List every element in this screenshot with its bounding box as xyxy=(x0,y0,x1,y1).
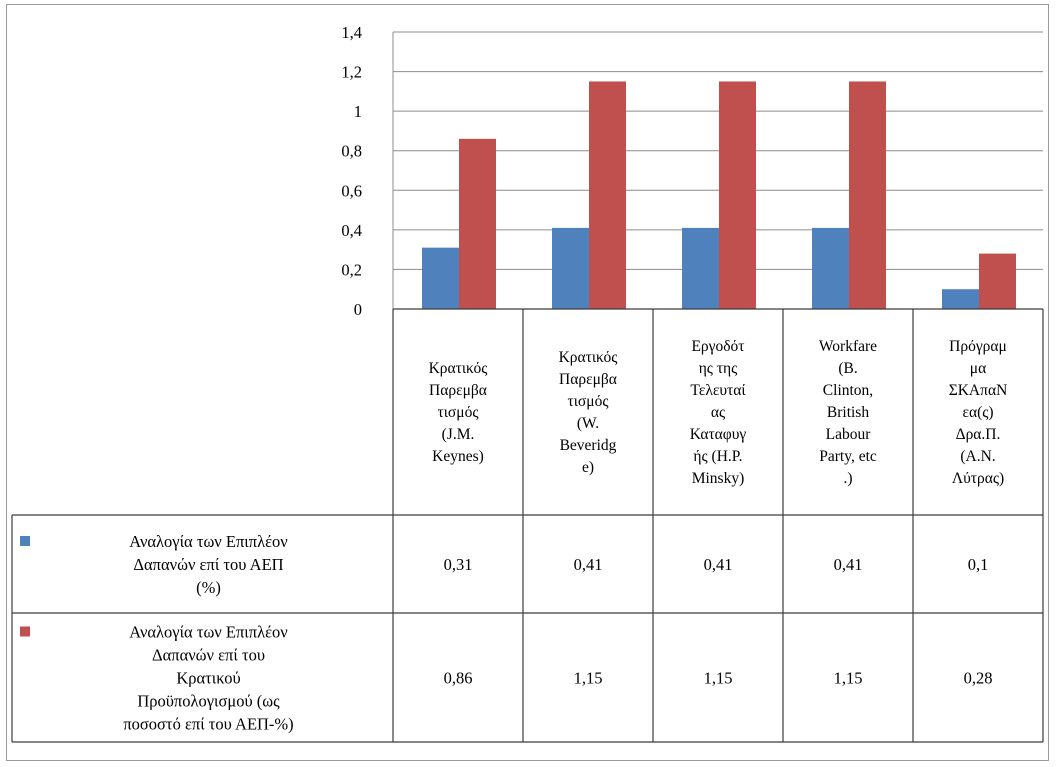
table-value-series2-1: 0,86 xyxy=(444,669,473,688)
legend-swatch-series1 xyxy=(20,536,30,546)
bar-series2-2 xyxy=(589,81,626,309)
category-label: Πρόγραμ μα ΣΚΑπαΝ εα(ς) Δρα.Π. (Α.Ν. Λύτρας) xyxy=(949,338,1008,487)
bar-series2-5 xyxy=(979,253,1016,309)
category-label-line: εα(ς) xyxy=(962,404,993,421)
table-value-series2-4: 1,15 xyxy=(834,669,863,688)
category-label-line: Κρατικός xyxy=(559,349,618,366)
table-value-series2-3: 1,15 xyxy=(704,669,733,688)
category-label-line: Keynes) xyxy=(432,448,484,465)
category-label-line: Δρα.Π. xyxy=(956,426,1001,443)
category-label-line: Party, etc xyxy=(819,448,877,465)
category-label-line: (W. xyxy=(577,415,599,432)
category-label-line: Παρεμβα xyxy=(559,371,617,388)
bar-series2-4 xyxy=(849,81,886,309)
category-label-line: τισμός xyxy=(438,404,479,421)
category-label-line: Clinton, xyxy=(823,382,873,399)
legend-label-line: Κρατικού xyxy=(176,669,240,688)
category-label-line: Τελευταί xyxy=(690,382,746,399)
table-value-series2-2: 1,15 xyxy=(574,669,603,688)
y-axis-tick-labels: 0 0,2 0,4 0,6 0,8 1 1,2 1,4 xyxy=(341,23,362,319)
y-tick-label: 0 xyxy=(354,300,362,319)
legend-label-series1: Αναλογία των Επιπλέον Δαπανών επί του ΑΕΠ… xyxy=(129,532,288,597)
category-label-line: .) xyxy=(843,470,852,487)
category-label-line: ας xyxy=(711,404,725,421)
category-label-line: τισμός xyxy=(568,393,609,410)
y-tick-label: 0,4 xyxy=(341,221,362,240)
bar-series2-1 xyxy=(459,138,496,309)
bar-series1-2 xyxy=(552,227,589,309)
category-label-line: Workfare xyxy=(819,338,877,355)
legend-label-line: Δαπανών επί του xyxy=(152,646,265,665)
legend-label-line: (%) xyxy=(196,578,221,597)
category-label-line: ής (H.P. xyxy=(693,448,742,465)
y-tick-label: 1,2 xyxy=(341,63,362,82)
bar-series1-1 xyxy=(422,247,459,309)
category-label-line: Λύτρας) xyxy=(952,470,1004,487)
table-value-series1-2: 0,41 xyxy=(574,555,603,574)
legend-label-line: Προϋπολογισμού (ως xyxy=(137,692,280,711)
y-tick-label: 0,2 xyxy=(341,260,362,279)
category-label-line: ης της xyxy=(699,360,738,377)
table-value-series1-1: 0,31 xyxy=(444,555,473,574)
y-tick-label: 1,4 xyxy=(341,23,362,42)
category-label-line: Πρόγραμ xyxy=(949,338,1007,355)
bar-series2-3 xyxy=(719,81,756,309)
y-tick-label: 0,6 xyxy=(341,181,362,200)
bar-series1-5 xyxy=(942,289,979,309)
bars xyxy=(422,81,1016,309)
category-label: Εργοδότ ης της Τελευταί ας Καταφυγ ής (H.P. Mi… xyxy=(690,338,747,487)
category-label-line: (J.M. xyxy=(442,426,475,443)
category-label-line: (B. xyxy=(838,360,857,377)
bar-series1-3 xyxy=(682,227,719,309)
category-label-line: Κρατικός xyxy=(429,360,488,377)
data-table: Κρατικός Παρεμβα τισμός (J.M. Keynes)Κρατικό… xyxy=(11,308,1044,743)
category-label-line: British xyxy=(827,404,869,421)
category-label-line: (Α.Ν. xyxy=(960,448,995,465)
table-value-series1-5: 0,1 xyxy=(968,555,989,574)
category-label-line: Καταφυγ xyxy=(690,426,747,443)
legend-label-series2: Αναλογία των Επιπλέον Δαπανών επί του Κρατ… xyxy=(123,623,293,734)
category-label-line: e) xyxy=(582,459,594,476)
legend-label-line: Δαπανών επί του ΑΕΠ xyxy=(133,555,283,574)
table-value-series1-4: 0,41 xyxy=(834,555,863,574)
y-tick-label: 0,8 xyxy=(341,142,362,161)
chart-frame xyxy=(6,4,1049,761)
category-label-line: Labour xyxy=(826,426,872,443)
bar-series1-4 xyxy=(812,227,849,309)
category-label: Workfare (B. Clinton, British Labour Party, e… xyxy=(819,338,877,487)
legend-label-line: Αναλογία των Επιπλέον xyxy=(129,623,288,642)
table-value-series1-3: 0,41 xyxy=(704,555,733,574)
legend-swatch-series2 xyxy=(20,626,30,637)
category-label-line: ΣΚΑπαΝ xyxy=(949,382,1008,399)
category-label-line: Minsky) xyxy=(692,470,745,487)
legend-label-line: Αναλογία των Επιπλέον xyxy=(129,532,288,551)
y-tick-label: 1 xyxy=(354,102,362,121)
category-label-line: Παρεμβα xyxy=(429,382,487,399)
category-label: Κρατικός Παρεμβα τισμός (J.M. Keynes) xyxy=(429,360,488,465)
category-label-line: Beveridg xyxy=(560,437,617,454)
legend-label-line: ποσοστό επί του ΑΕΠ-%) xyxy=(123,715,293,734)
category-label-line: μα xyxy=(970,360,986,377)
category-label: Κρατικός Παρεμβα τισμός (W. Beveridg e) xyxy=(559,349,618,476)
table-value-series2-5: 0,28 xyxy=(964,669,993,688)
category-label-line: Εργοδότ xyxy=(691,338,744,355)
